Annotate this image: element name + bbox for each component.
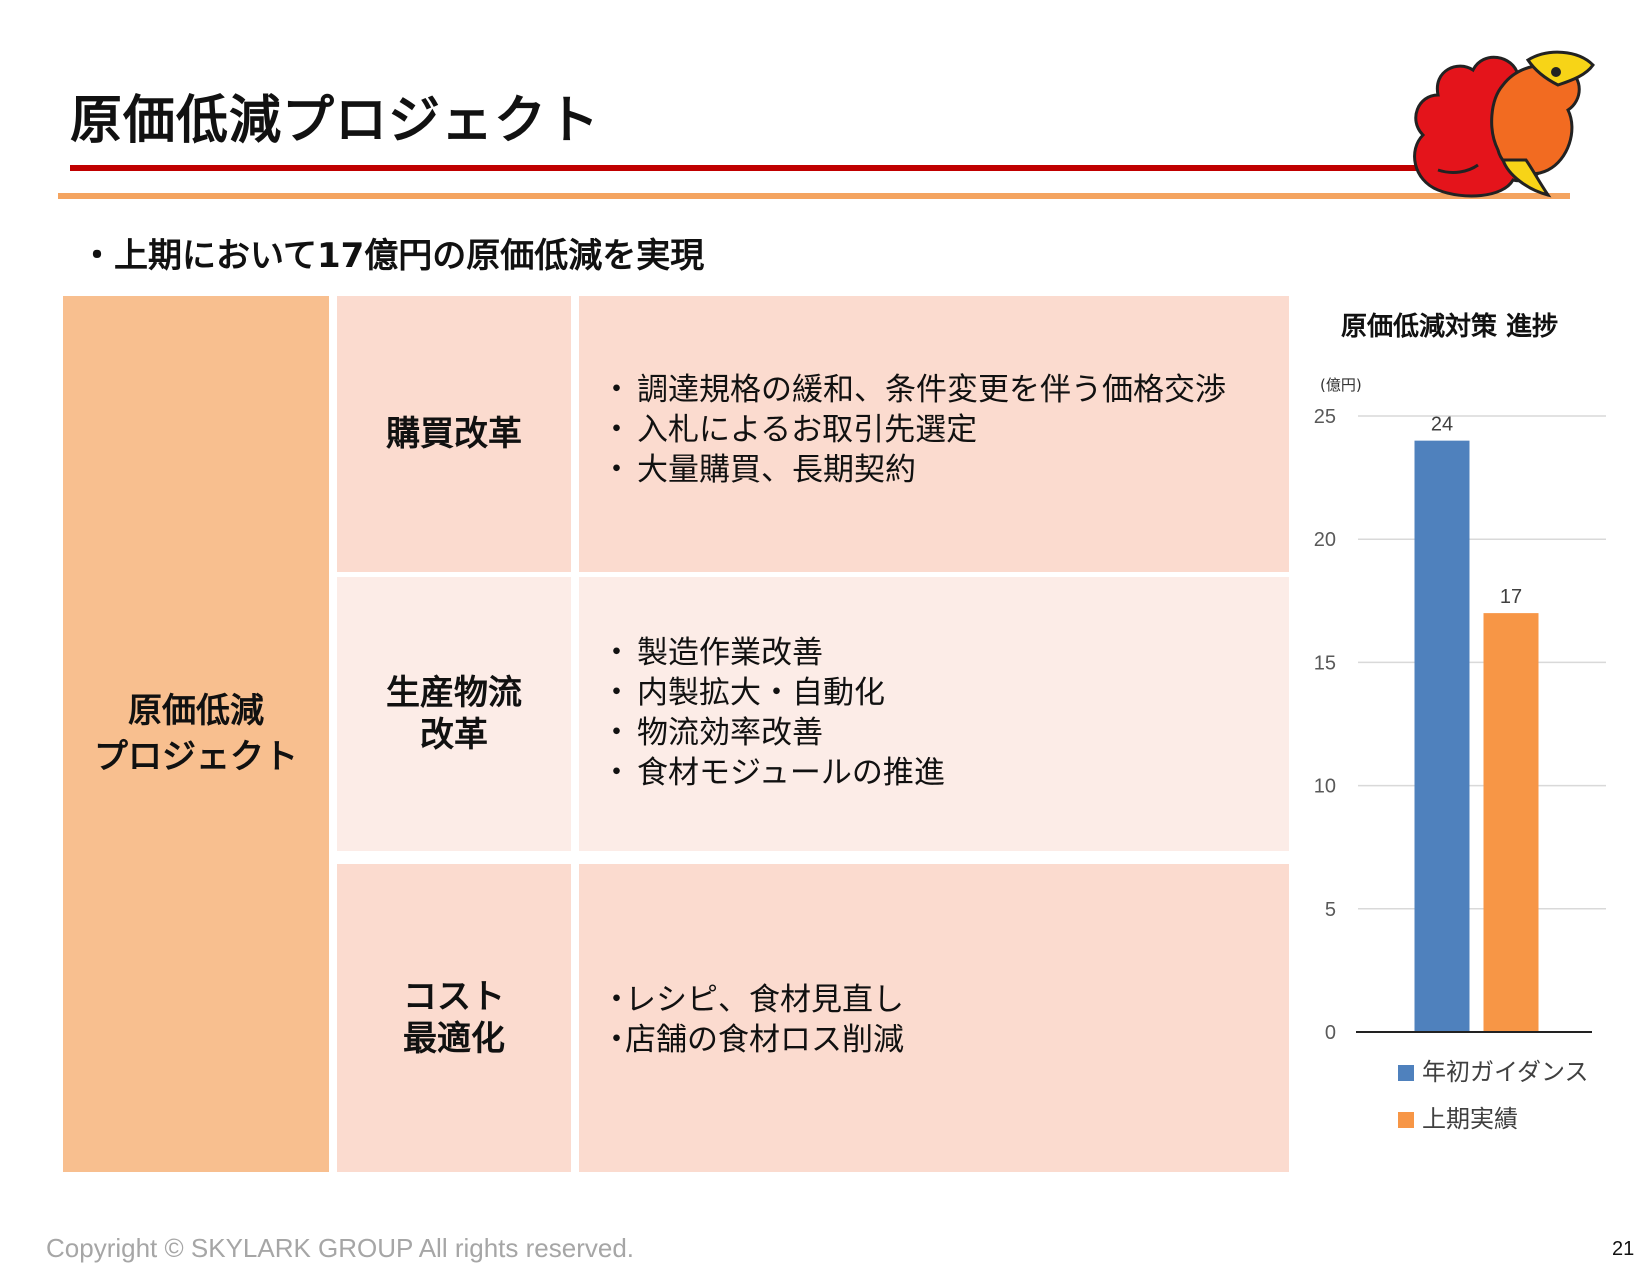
data-label: 24	[1431, 414, 1453, 436]
y-tick-label: 20	[1314, 529, 1336, 551]
legend-swatch	[1398, 1065, 1414, 1081]
title-underline-red	[70, 165, 1425, 171]
list-item: ・入札によるお取引先選定	[601, 412, 978, 448]
page-number: 21	[1612, 1238, 1635, 1260]
y-tick-label: 25	[1314, 406, 1336, 428]
category-cell-purchasing: 購買改革	[337, 296, 571, 572]
data-label: 17	[1500, 586, 1522, 608]
chart-title: 原価低減対策 進捗	[1341, 312, 1559, 342]
list-item: ・大量購買、長期契約	[601, 452, 916, 488]
y-tick-label: 10	[1314, 776, 1336, 798]
category-label: 購買改革	[386, 414, 522, 454]
legend-label: 年初ガイダンス	[1422, 1058, 1589, 1086]
list-item: ・調達規格の緩和、条件変更を伴う価格交渉	[601, 372, 1226, 408]
category-cell-production: 生産物流 改革	[337, 577, 571, 851]
list-item: ・店舗の食材ロス削減	[601, 1022, 904, 1058]
unit-label: (億円)	[1320, 376, 1362, 394]
copyright-text: Copyright © SKYLARK GROUP All rights res…	[46, 1233, 635, 1263]
category-label: コスト 最適化	[403, 977, 505, 1059]
legend-swatch	[1398, 1112, 1414, 1128]
y-tick-label: 0	[1325, 1022, 1336, 1044]
legend-label: 上期実績	[1422, 1105, 1518, 1133]
list-item: ・内製拡大・自動化	[601, 675, 885, 711]
project-label: 原価低減 プロジェクト	[94, 691, 298, 777]
bar-2	[1483, 613, 1539, 1032]
list-item: ・食材モジュールの推進	[601, 755, 945, 791]
mascot-logo-icon	[1413, 50, 1595, 198]
list-item: ・製造作業改善	[601, 635, 823, 671]
list-item: ・レシピ、食材見直し	[601, 982, 904, 1018]
summary-text: ・上期において17億円の原価低減を実現	[80, 236, 705, 276]
page-title: 原価低減プロジェクト	[70, 91, 601, 151]
title-underline-orange	[58, 193, 1570, 199]
detail-cell-cost: ・レシピ、食材見直し ・店舗の食材ロス削減	[579, 864, 1289, 1172]
bar-1	[1414, 440, 1470, 1032]
y-tick-label: 15	[1314, 652, 1336, 674]
detail-cell-production: ・製造作業改善 ・内製拡大・自動化 ・物流効率改善 ・食材モジュールの推進	[579, 577, 1289, 851]
category-cell-cost: コスト 最適化	[337, 864, 571, 1172]
category-label: 生産物流 改革	[386, 673, 522, 755]
list-item: ・物流効率改善	[601, 715, 823, 751]
project-cell: 原価低減 プロジェクト	[63, 296, 329, 1172]
detail-cell-purchasing: ・調達規格の緩和、条件変更を伴う価格交渉 ・入札によるお取引先選定 ・大量購買、…	[579, 296, 1289, 572]
y-tick-label: 5	[1325, 899, 1336, 921]
